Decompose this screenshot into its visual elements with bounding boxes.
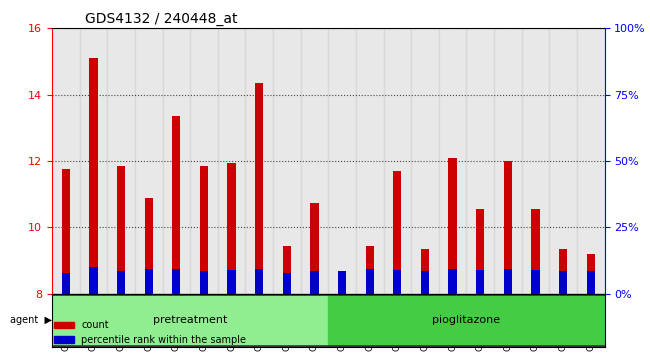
Bar	[117, 166, 125, 294]
Bar	[200, 271, 208, 294]
Bar	[310, 202, 318, 294]
Bar	[246, 28, 273, 294]
Bar	[411, 28, 439, 294]
Bar	[384, 28, 411, 294]
Legend: count, percentile rank within the sample: count, percentile rank within the sample	[50, 316, 250, 349]
Bar	[218, 28, 246, 294]
Bar	[227, 270, 236, 294]
Bar	[200, 166, 208, 294]
Bar	[448, 269, 457, 294]
Bar	[227, 163, 236, 294]
Bar	[476, 270, 484, 294]
Bar	[577, 28, 605, 294]
Bar	[421, 271, 429, 294]
Bar	[504, 269, 512, 294]
Bar	[328, 296, 604, 344]
Bar	[273, 28, 300, 294]
Bar	[476, 209, 484, 294]
Bar	[255, 269, 263, 294]
Text: pioglitazone: pioglitazone	[432, 315, 500, 325]
Bar	[135, 28, 162, 294]
Bar	[531, 209, 540, 294]
Text: GDS4132 / 240448_at: GDS4132 / 240448_at	[85, 12, 238, 26]
Bar	[190, 28, 218, 294]
Bar	[439, 28, 467, 294]
Bar	[255, 83, 263, 294]
Bar	[52, 296, 328, 344]
Bar	[338, 272, 346, 294]
Bar	[365, 269, 374, 294]
Bar	[300, 28, 328, 294]
Bar	[448, 158, 457, 294]
Bar	[586, 271, 595, 294]
Bar	[421, 249, 429, 294]
Bar	[89, 267, 98, 294]
Bar	[521, 28, 549, 294]
Bar	[283, 273, 291, 294]
Bar	[559, 271, 567, 294]
Bar	[586, 254, 595, 294]
Bar	[549, 28, 577, 294]
Bar	[172, 269, 181, 294]
Bar	[172, 116, 181, 294]
Bar	[504, 161, 512, 294]
Bar	[89, 58, 98, 294]
Bar	[144, 198, 153, 294]
Bar	[338, 271, 346, 294]
Bar	[107, 28, 135, 294]
Bar	[162, 28, 190, 294]
Text: agent  ▶: agent ▶	[10, 315, 52, 325]
Bar	[79, 28, 107, 294]
Bar	[283, 246, 291, 294]
Bar	[531, 270, 540, 294]
Bar	[328, 28, 356, 294]
Bar	[467, 28, 494, 294]
Bar	[559, 249, 567, 294]
Bar	[494, 28, 521, 294]
Bar	[393, 171, 402, 294]
Bar	[310, 271, 318, 294]
Bar	[62, 273, 70, 294]
Bar	[117, 271, 125, 294]
Bar	[144, 269, 153, 294]
Text: pretreatment: pretreatment	[153, 315, 228, 325]
Bar	[356, 28, 384, 294]
Bar	[365, 246, 374, 294]
Bar	[393, 270, 402, 294]
Bar	[62, 169, 70, 294]
Bar	[52, 28, 79, 294]
